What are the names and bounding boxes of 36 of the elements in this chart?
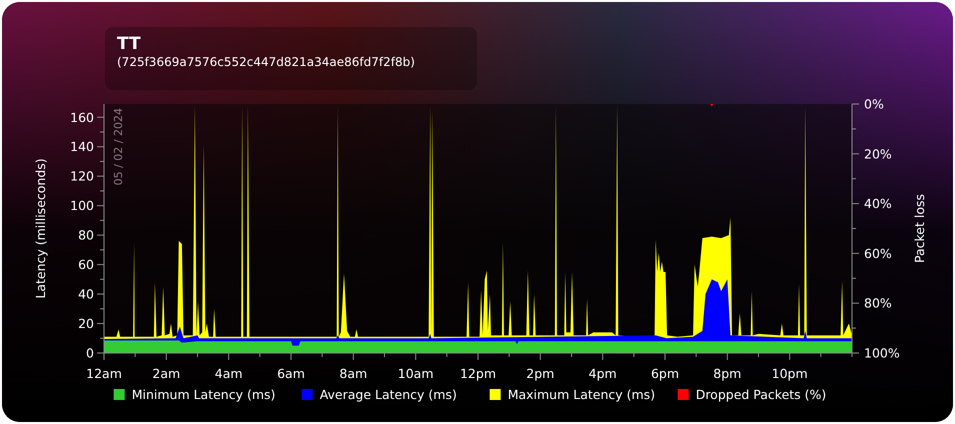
y-tick-label: 0 xyxy=(86,346,94,360)
legend-label: Average Latency (ms) xyxy=(320,387,457,402)
y-tick-label: 160 xyxy=(70,110,94,125)
y2-tick-label: 80% xyxy=(864,296,892,311)
chart-title: TT xyxy=(117,34,141,54)
x-tick-label: 12am xyxy=(86,366,122,381)
y2-tick-label: 100% xyxy=(864,346,900,360)
x-tick-label: 10am xyxy=(398,366,434,381)
y-tick-label: 60 xyxy=(78,257,94,272)
y2-axis-title: Packet loss xyxy=(912,194,927,264)
y-tick-label: 120 xyxy=(70,168,94,184)
y-tick-label: 20 xyxy=(78,316,94,332)
y2-tick-label: 60% xyxy=(864,246,892,261)
chart-subtitle: (725f3669a7576c552c447d821a34ae86fd7f2f8b) xyxy=(117,55,415,69)
y-axis-title: Latency (milliseconds) xyxy=(33,158,48,299)
y2-tick-label: 0% xyxy=(864,96,884,112)
y-tick-label: 80 xyxy=(78,228,94,243)
y2-tick-label: 20% xyxy=(864,146,892,162)
y-tick-label: 40 xyxy=(78,286,94,302)
y2-tick-label: 40% xyxy=(864,196,892,212)
y-tick-label: 100 xyxy=(70,198,94,214)
x-tick-label: 8pm xyxy=(713,366,742,381)
x-tick-label: 10pm xyxy=(772,366,808,381)
x-tick-label: 8am xyxy=(339,366,368,381)
legend-label: Dropped Packets (%) xyxy=(696,387,826,402)
x-tick-label: 4am xyxy=(214,366,243,381)
y-tick-label: 140 xyxy=(70,139,94,154)
x-tick-label: 6am xyxy=(277,366,305,381)
x-tick-label: 12pm xyxy=(460,366,496,381)
x-tick-label: 4pm xyxy=(588,366,617,381)
x-tick-label: 6pm xyxy=(650,366,680,381)
legend-label: Maximum Latency (ms) xyxy=(508,387,656,402)
x-tick-label: 2pm xyxy=(526,366,554,381)
x-tick-label: 2am xyxy=(152,366,180,381)
legend-label: Minimum Latency (ms) xyxy=(132,387,276,402)
annotation: 05 / 02 / 2024 xyxy=(112,108,125,186)
